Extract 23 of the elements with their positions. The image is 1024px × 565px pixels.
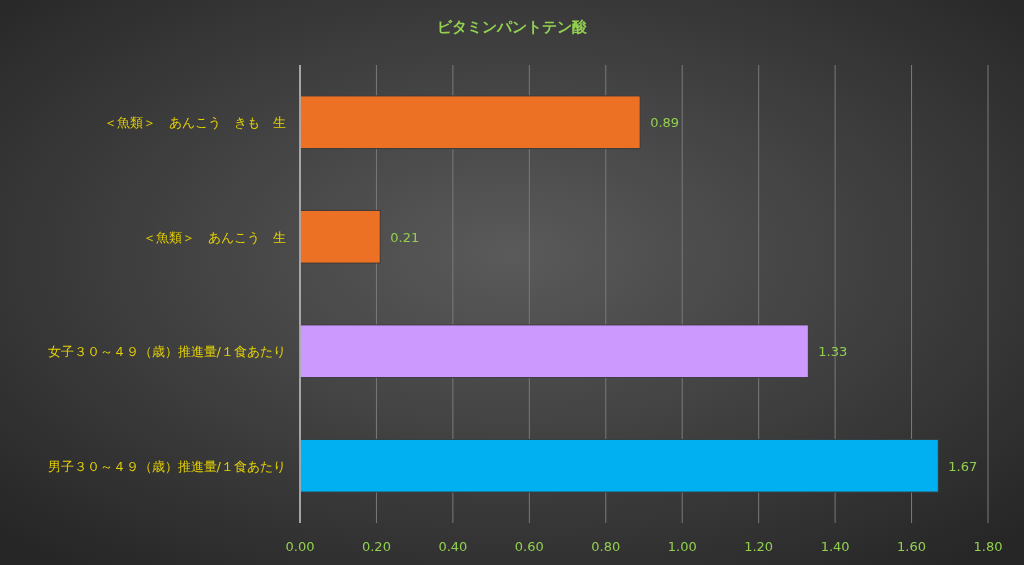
x-tick-label: 0.40 xyxy=(438,539,468,554)
x-tick-label: 0.60 xyxy=(514,539,544,554)
x-tick-label: 0.20 xyxy=(361,539,391,554)
x-tick-label: 1.00 xyxy=(667,539,697,554)
y-tick-label: ＜魚類＞ あんこう きも 生 xyxy=(104,115,286,131)
bar xyxy=(299,209,381,264)
data-label: 1.67 xyxy=(948,458,978,474)
x-tick-label: 0.00 xyxy=(285,539,315,554)
x-tick-label: 1.80 xyxy=(973,539,1003,554)
data-label: 1.33 xyxy=(818,344,848,360)
y-tick-label: 女子３０～４９（歳）推進量/１食あたり xyxy=(47,344,286,360)
x-tick-label: 1.20 xyxy=(744,539,774,554)
data-label: 0.89 xyxy=(650,115,680,131)
x-tick-label: 0.80 xyxy=(591,539,621,554)
bar xyxy=(299,324,809,379)
bar xyxy=(299,438,939,493)
y-tick-label: 男子３０～４９（歳）推進量/１食あたり xyxy=(47,458,286,474)
data-label: 0.21 xyxy=(390,229,420,245)
x-tick-label: 1.40 xyxy=(820,539,850,554)
x-tick-label: 1.60 xyxy=(897,539,927,554)
y-tick-label: ＜魚類＞ あんこう 生 xyxy=(143,229,286,245)
chart-title: ビタミンパントテン酸 xyxy=(437,18,588,36)
bar xyxy=(299,95,641,150)
